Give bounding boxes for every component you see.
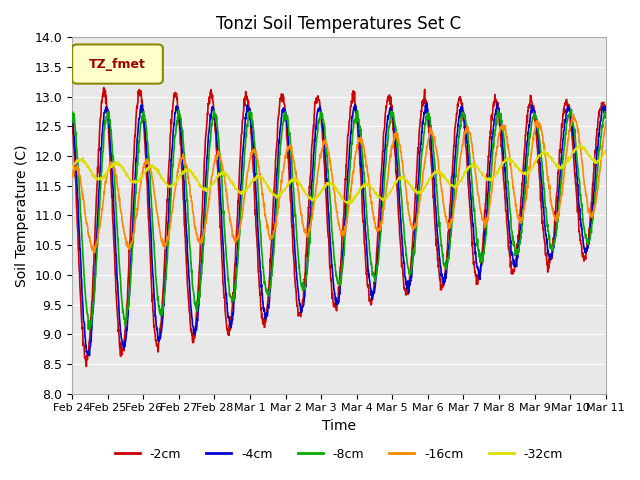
-4cm xyxy=(86,353,93,359)
-4cm xyxy=(274,165,282,170)
-8cm xyxy=(84,326,92,332)
-4cm xyxy=(231,294,239,300)
-32cm xyxy=(344,201,351,206)
-2cm xyxy=(451,144,458,149)
Line: -16cm: -16cm xyxy=(72,110,640,253)
-8cm xyxy=(568,107,575,112)
Line: -8cm: -8cm xyxy=(72,109,640,329)
-4cm xyxy=(451,167,458,172)
-16cm xyxy=(284,148,292,154)
-8cm xyxy=(68,111,76,117)
Line: -4cm: -4cm xyxy=(72,103,640,356)
-4cm xyxy=(423,100,431,106)
-32cm xyxy=(328,181,336,187)
-16cm xyxy=(91,250,99,256)
Y-axis label: Soil Temperature (C): Soil Temperature (C) xyxy=(15,144,29,287)
-8cm xyxy=(231,289,239,295)
Title: Tonzi Soil Temperatures Set C: Tonzi Soil Temperatures Set C xyxy=(216,15,461,33)
-16cm xyxy=(118,211,125,217)
-32cm xyxy=(611,135,618,141)
-2cm xyxy=(329,296,337,301)
-8cm xyxy=(118,296,125,302)
-16cm xyxy=(231,239,239,244)
-16cm xyxy=(637,119,640,125)
FancyBboxPatch shape xyxy=(72,45,163,84)
Line: -32cm: -32cm xyxy=(72,138,640,204)
-32cm xyxy=(230,183,238,189)
-2cm xyxy=(118,352,126,358)
-2cm xyxy=(100,85,108,91)
-32cm xyxy=(118,162,125,168)
-4cm xyxy=(284,126,292,132)
-32cm xyxy=(450,183,458,189)
-32cm xyxy=(273,193,281,199)
-2cm xyxy=(274,119,282,124)
-4cm xyxy=(68,112,76,118)
-8cm xyxy=(637,115,640,121)
Legend: -2cm, -4cm, -8cm, -16cm, -32cm: -2cm, -4cm, -8cm, -16cm, -32cm xyxy=(109,443,568,466)
X-axis label: Time: Time xyxy=(322,419,356,433)
-16cm xyxy=(68,173,76,179)
-8cm xyxy=(274,187,282,192)
-32cm xyxy=(284,182,291,188)
-4cm xyxy=(118,337,125,343)
Line: -2cm: -2cm xyxy=(72,88,640,367)
-8cm xyxy=(284,116,292,121)
-16cm xyxy=(450,205,458,211)
-2cm xyxy=(284,156,292,161)
-4cm xyxy=(637,114,640,120)
-16cm xyxy=(274,212,282,217)
-2cm xyxy=(637,111,640,117)
-32cm xyxy=(637,141,640,146)
-2cm xyxy=(231,262,239,268)
-16cm xyxy=(605,108,613,113)
-32cm xyxy=(68,166,76,171)
-16cm xyxy=(328,176,336,182)
Text: TZ_fmet: TZ_fmet xyxy=(89,58,146,71)
-8cm xyxy=(328,233,336,239)
-2cm xyxy=(68,115,76,121)
-4cm xyxy=(328,269,336,275)
-2cm xyxy=(83,364,90,370)
-8cm xyxy=(450,197,458,203)
